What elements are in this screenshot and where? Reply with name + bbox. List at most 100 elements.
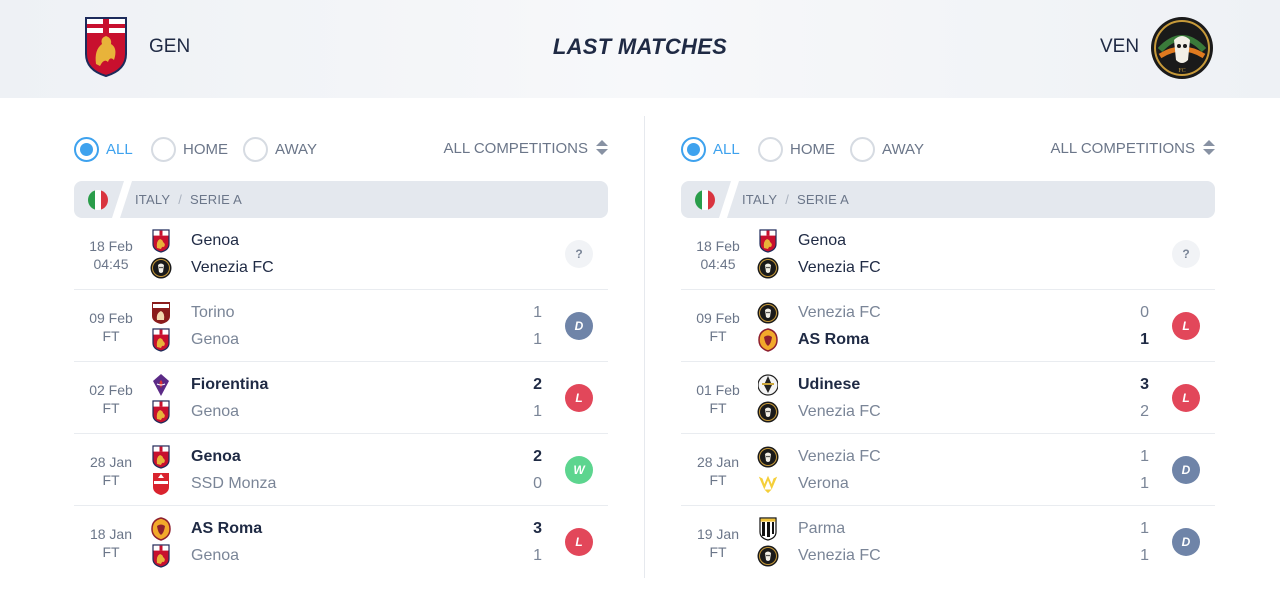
competition-select[interactable]: ALL COMPETITIONS <box>444 139 608 157</box>
home-team-name: Genoa <box>798 232 847 249</box>
match-filters: ALL HOME AWAY ALL COMPETITIONS <box>681 116 1215 180</box>
match-row[interactable]: 09 Feb FT Torino Genoa 1 1 D <box>74 290 608 362</box>
genoa-crest-icon <box>85 17 127 78</box>
home-team-line: Venezia FC <box>757 301 881 325</box>
away-score: 1 <box>533 547 542 564</box>
match-row[interactable]: 19 Jan FT Parma Venezia FC 1 1 D <box>681 506 1215 578</box>
sort-arrows-icon <box>1203 139 1215 157</box>
away-score: 1 <box>533 403 542 420</box>
league-country: ITALY <box>742 192 778 207</box>
verona-crest-icon <box>757 472 779 496</box>
result-badge: W <box>565 456 593 484</box>
match-row[interactable]: 28 Jan FT Venezia FC Verona 1 1 D <box>681 434 1215 506</box>
home-score: 0 <box>1140 304 1149 321</box>
breadcrumb-separator: / <box>178 192 183 207</box>
home-team-name: AS Roma <box>191 520 263 537</box>
venezia-crest-icon: FC <box>1151 17 1213 79</box>
result-badge: L <box>1172 384 1200 412</box>
home-score: 2 <box>533 448 542 465</box>
match-time: FT <box>709 544 727 560</box>
away-team-name: Venezia FC <box>798 547 881 564</box>
match-row[interactable]: 28 Jan FT Genoa SSD Monza 2 0 W <box>74 434 608 506</box>
match-time: FT <box>102 328 120 344</box>
breadcrumb-separator: / <box>785 192 790 207</box>
away-team-line: Venezia FC <box>757 400 881 424</box>
home-team-matches-panel: ALL HOME AWAY ALL COMPETITIONS ITALY / SER… <box>74 116 608 578</box>
match-time: FT <box>709 400 727 416</box>
home-team-name: Udinese <box>798 376 861 393</box>
filter-home-label: HOME <box>183 140 228 158</box>
match-day: 01 Feb <box>696 382 740 398</box>
home-team-line: Genoa <box>757 229 846 253</box>
result-badge: L <box>1172 312 1200 340</box>
home-team-line: Genoa <box>150 445 241 469</box>
roma-crest-icon <box>757 328 779 352</box>
filter-home-radio[interactable]: HOME <box>758 136 835 162</box>
radio-circle-icon <box>681 136 706 162</box>
home-team-name: Genoa <box>191 232 240 249</box>
filter-all-radio[interactable]: ALL <box>681 136 740 162</box>
filter-home-label: HOME <box>790 140 835 158</box>
match-row[interactable]: 02 Feb FT Fiorentina Genoa 2 1 L <box>74 362 608 434</box>
match-list: 18 Feb 04:45 Genoa Venezia FC ? 09 Feb F… <box>74 218 608 578</box>
away-team-name: Genoa <box>191 403 240 420</box>
home-team-line: AS Roma <box>150 517 262 541</box>
competition-select[interactable]: ALL COMPETITIONS <box>1051 139 1215 157</box>
away-team-line: Venezia FC <box>757 256 881 280</box>
away-score: 1 <box>1140 547 1149 564</box>
page-title: LAST MATCHES <box>552 34 728 59</box>
radio-circle-icon <box>850 136 875 162</box>
away-team-matches-panel: ALL HOME AWAY ALL COMPETITIONS ITALY / SER… <box>681 116 1215 578</box>
away-team-name: Venezia FC <box>798 259 881 276</box>
match-row[interactable]: 18 Feb 04:45 Genoa Venezia FC ? <box>681 218 1215 290</box>
home-team-line: Torino <box>150 301 235 325</box>
roma-crest-icon <box>150 517 172 541</box>
away-team-name: Genoa <box>191 547 240 564</box>
filter-away-radio[interactable]: AWAY <box>243 136 317 162</box>
league-divider <box>111 181 133 218</box>
home-team-line: Venezia FC <box>757 445 881 469</box>
league-competition: SERIE A <box>190 192 242 207</box>
away-team-abbr: VEN <box>1100 36 1140 57</box>
league-header: ITALY / SERIE A <box>681 181 1215 218</box>
away-score: 2 <box>1140 403 1149 420</box>
home-team-line: Genoa <box>150 229 239 253</box>
match-day: 28 Jan <box>696 454 740 470</box>
match-header: GEN LAST MATCHES VEN FC <box>0 0 1280 98</box>
filter-away-radio[interactable]: AWAY <box>850 136 924 162</box>
venezia-crest-icon <box>150 256 172 280</box>
league-country: ITALY <box>135 192 171 207</box>
match-time: 04:45 <box>93 256 129 272</box>
match-row[interactable]: 01 Feb FT Udinese Venezia FC 3 2 L <box>681 362 1215 434</box>
home-score: 2 <box>533 376 542 393</box>
home-team-name: Genoa <box>191 448 241 465</box>
result-badge: L <box>565 384 593 412</box>
filter-home-radio[interactable]: HOME <box>151 136 228 162</box>
result-badge: D <box>1172 528 1200 556</box>
away-team-line: Venezia FC <box>757 544 881 568</box>
away-score: 1 <box>533 331 542 348</box>
away-team-line: Genoa <box>150 328 239 352</box>
match-day: 02 Feb <box>89 382 133 398</box>
home-team-name: Fiorentina <box>191 376 269 393</box>
away-team-name: Venezia FC <box>191 259 274 276</box>
sort-arrows-icon <box>596 139 608 157</box>
match-date: 09 Feb FT <box>74 309 148 345</box>
home-score: 3 <box>533 520 542 537</box>
away-team-line: Genoa <box>150 400 239 424</box>
match-row[interactable]: 18 Jan FT AS Roma Genoa 3 1 L <box>74 506 608 578</box>
match-date: 28 Jan FT <box>74 453 148 489</box>
match-time: FT <box>102 400 120 416</box>
radio-circle-icon <box>758 136 783 162</box>
match-date: 01 Feb FT <box>681 381 755 417</box>
genoa-crest-icon <box>150 400 172 424</box>
away-team-name: SSD Monza <box>191 475 277 492</box>
match-row[interactable]: 18 Feb 04:45 Genoa Venezia FC ? <box>74 218 608 290</box>
home-team-name: Venezia FC <box>798 448 881 465</box>
match-row[interactable]: 09 Feb FT Venezia FC AS Roma 0 1 L <box>681 290 1215 362</box>
match-day: 09 Feb <box>696 310 740 326</box>
filter-all-radio[interactable]: ALL <box>74 136 133 162</box>
match-day: 28 Jan <box>89 454 133 470</box>
italy-flag-icon <box>88 190 108 210</box>
home-team-line: Fiorentina <box>150 373 268 397</box>
